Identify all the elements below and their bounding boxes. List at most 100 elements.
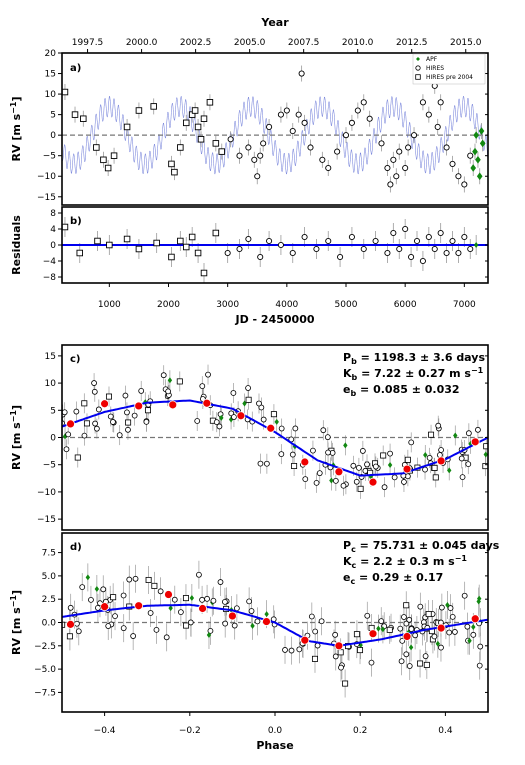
panel-c-binned-point	[368, 477, 378, 487]
panel-d-plot-area	[62, 560, 488, 698]
panel-a-point-hires	[245, 144, 252, 151]
panel-b-residual-point	[473, 242, 479, 248]
panel-d-binned-point	[368, 629, 378, 639]
panel-d-data-point	[423, 661, 430, 668]
panel-c-data-point	[65, 431, 72, 438]
panel-a-point-hires-pre-2004	[135, 107, 143, 114]
panel-a-point-hires-pre-2004	[182, 119, 190, 127]
panel-d-data-point	[378, 618, 385, 625]
panel-d-data-point	[67, 604, 74, 611]
panel-a-point-hires	[366, 115, 373, 122]
panel-d-data-point	[337, 649, 344, 656]
panel-c-data-point	[83, 420, 90, 427]
panel-d-data-point	[231, 622, 238, 629]
year-tick-label: 1997.5	[72, 38, 104, 48]
panel-d-data-point	[477, 643, 484, 650]
panel-a-ylabel: RV [m s−1]	[9, 97, 23, 162]
panel-d-xlabel: Phase	[256, 739, 293, 752]
panel-b-residual-point	[76, 249, 83, 257]
panel-b-residual-point	[325, 237, 332, 245]
year-tick-label: 2002.5	[180, 38, 212, 48]
panel-c-data-point	[459, 474, 466, 481]
panel-a-point-hires	[277, 111, 284, 118]
panel-d-data-point	[312, 628, 319, 635]
panel-d-data-point	[446, 629, 453, 636]
panel-d-data-point	[183, 622, 190, 629]
panel-d-data-point	[112, 613, 118, 620]
panel-a-point-hires	[402, 164, 409, 172]
panel-c-data-point	[125, 419, 132, 426]
panel-d-data-point	[417, 603, 424, 610]
panel-b-residual-point	[461, 233, 468, 241]
panel-c-ytick-label: −5	[43, 461, 56, 471]
panel-a-point-hires	[449, 160, 456, 167]
panel-d-data-point	[79, 584, 86, 590]
panel-d-model-curve	[62, 603, 488, 647]
panel-c-data-point	[62, 409, 68, 416]
panel-a-point-apf	[478, 127, 485, 135]
panel-a-plot-area	[62, 65, 488, 193]
panel-d-data-point	[342, 680, 349, 687]
panel-d-data-point	[163, 634, 170, 641]
panel-c-data-point	[165, 388, 172, 395]
panel-c-data-point	[145, 407, 152, 414]
panel-d-data-point	[408, 626, 415, 632]
panel-d-ytick-label: −7.5	[34, 688, 56, 698]
panel-d-xtick-label: −0.4	[94, 726, 116, 736]
panel-d-data-point	[153, 626, 160, 633]
panel-d-data-point	[254, 618, 261, 625]
panel-c-data-point	[381, 484, 388, 491]
panel-c-data-point	[62, 433, 68, 440]
panel-d-ytick-label: 2.5	[42, 595, 56, 605]
panel-a-point-hires	[227, 136, 234, 143]
panel-c-data-point	[289, 451, 296, 458]
year-tick-label: 2007.5	[288, 38, 320, 48]
panel-c-data-point	[380, 452, 387, 459]
panel-c-data-point	[105, 393, 112, 400]
panel-a-point-hires-pre-2004	[150, 103, 157, 110]
panel-a-ytick-label: −10	[37, 172, 56, 182]
panel-a-point-hires	[266, 123, 273, 130]
panel-c-data-point	[320, 427, 327, 434]
panel-c-data-point	[74, 454, 81, 461]
panel-d-binned-point	[227, 611, 237, 621]
panel-a-point-hires-pre-2004	[100, 156, 107, 164]
panel-b-xtick-label: 6000	[394, 300, 417, 310]
legend-hires-pre-label: HIRES pre 2004	[426, 74, 473, 81]
panel-c-data-point	[438, 447, 445, 453]
panel-d-data-point	[189, 594, 195, 601]
panel-c-data-point	[387, 450, 393, 457]
panel-c-data-point	[93, 425, 100, 432]
legend-box	[412, 53, 486, 85]
panel-b-residual-point	[266, 237, 273, 245]
panel-b-residual-point	[396, 245, 403, 253]
panel-d-data-point	[145, 576, 152, 583]
panel-c-param: Kb = 7.22 ± 0.27 m s−1	[343, 366, 484, 382]
panel-a-point-hires	[257, 152, 264, 159]
panel-c-data-point	[324, 434, 331, 441]
panel-c-data-point	[313, 479, 320, 486]
panel-a-point-hires	[425, 111, 432, 118]
panel-b-residual-point	[236, 245, 243, 253]
panel-d-data-point	[464, 623, 471, 630]
panel-a-point-hires-pre-2004	[104, 164, 112, 172]
panel-c-data-point	[465, 430, 472, 437]
panel-d-data-point	[74, 620, 80, 627]
year-axis-title: Year	[260, 16, 289, 29]
panel-b-residual-point	[123, 235, 131, 243]
legend-hires-pre-marker	[415, 74, 421, 80]
panel-c-data-point	[167, 377, 173, 384]
panel-d-data-point	[171, 596, 178, 603]
panel-d-data-point	[168, 605, 173, 612]
panel-d-data-point	[126, 576, 133, 583]
panel-d-data-point	[332, 631, 339, 638]
panel-d-data-point	[66, 633, 73, 640]
panel-a-point-hires	[396, 148, 403, 155]
panel-d-xtick-label: 0.4	[438, 726, 453, 736]
panel-d-data-point	[182, 595, 189, 602]
panel-c-data-point	[387, 462, 393, 469]
panel-a-label: a)	[70, 63, 81, 74]
panel-a-point-hires-pre-2004	[197, 136, 205, 143]
panel-d-data-point	[151, 582, 158, 589]
